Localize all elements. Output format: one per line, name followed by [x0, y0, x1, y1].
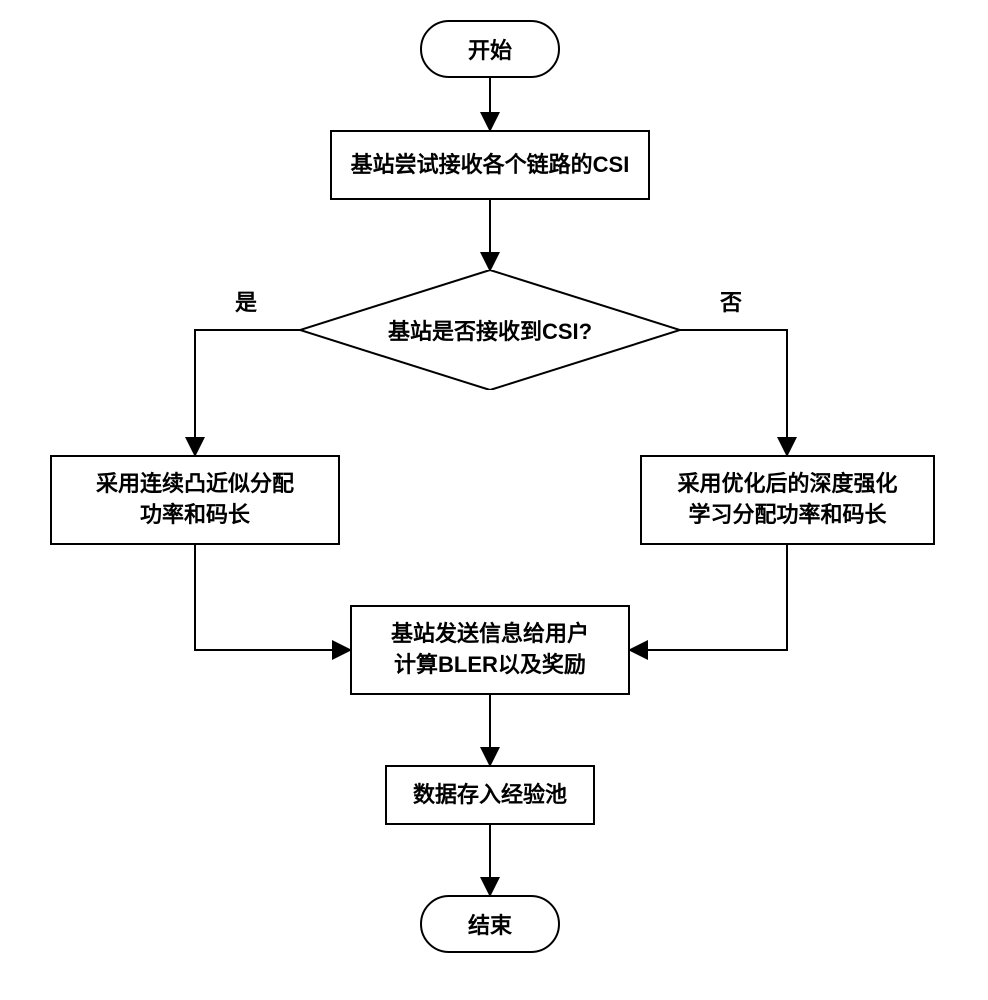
end-node: 结束 — [420, 895, 560, 953]
store-data-label: 数据存入经验池 — [413, 780, 567, 811]
right-branch-label: 采用优化后的深度强化 学习分配功率和码长 — [677, 469, 897, 531]
decision-label: 基站是否接收到CSI? — [388, 314, 592, 346]
left-branch-node: 采用连续凸近似分配 功率和码长 — [50, 455, 340, 545]
store-data-node: 数据存入经验池 — [385, 765, 595, 825]
receive-csi-node: 基站尝试接收各个链路的CSI — [330, 130, 650, 200]
end-label: 结束 — [468, 908, 512, 940]
left-branch-label: 采用连续凸近似分配 功率和码长 — [96, 469, 294, 531]
no-label: 否 — [720, 285, 742, 317]
start-label: 开始 — [468, 33, 512, 65]
send-info-node: 基站发送信息给用户 计算BLER以及奖励 — [350, 605, 630, 695]
send-info-label: 基站发送信息给用户 计算BLER以及奖励 — [391, 619, 589, 681]
receive-csi-label: 基站尝试接收各个链路的CSI — [351, 150, 630, 181]
decision-node: 基站是否接收到CSI? — [300, 270, 680, 390]
right-branch-node: 采用优化后的深度强化 学习分配功率和码长 — [640, 455, 935, 545]
flowchart-container: 开始 基站尝试接收各个链路的CSI 基站是否接收到CSI? 采用连续凸近似分配 … — [0, 0, 988, 1000]
yes-label: 是 — [235, 285, 257, 317]
start-node: 开始 — [420, 20, 560, 78]
